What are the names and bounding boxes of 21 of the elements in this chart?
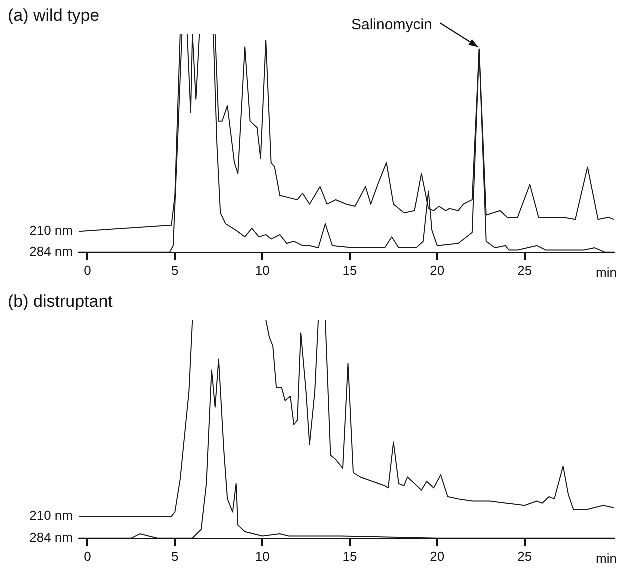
x-axis-title: min: [596, 265, 617, 280]
x-tick-label: 15: [342, 262, 358, 278]
x-axis-title: min: [596, 551, 617, 566]
series-label: 284 nm: [30, 244, 73, 259]
x-tick-label: 25: [518, 262, 532, 278]
x-tick-label: 10: [255, 262, 270, 278]
x-tick-label: 0: [84, 262, 92, 278]
chart-title: (a) wild type: [8, 6, 100, 26]
x-tick-label: 0: [84, 548, 92, 564]
x-tick-label: 20: [430, 262, 445, 278]
series-label: 210 nm: [30, 508, 73, 524]
x-tick-label: 25: [518, 548, 532, 564]
x-tick-label: 20: [430, 548, 445, 564]
series-label: 284 nm: [30, 530, 73, 545]
annotation: Salinomycin: [352, 16, 432, 34]
x-tick-label: 5: [172, 548, 179, 564]
x-tick-label: 10: [255, 548, 270, 564]
x-tick-label: 5: [172, 262, 179, 278]
chart-title: (b) distruptant: [8, 292, 113, 312]
x-tick-label: 15: [342, 548, 358, 564]
series-label: 210 nm: [30, 223, 73, 238]
